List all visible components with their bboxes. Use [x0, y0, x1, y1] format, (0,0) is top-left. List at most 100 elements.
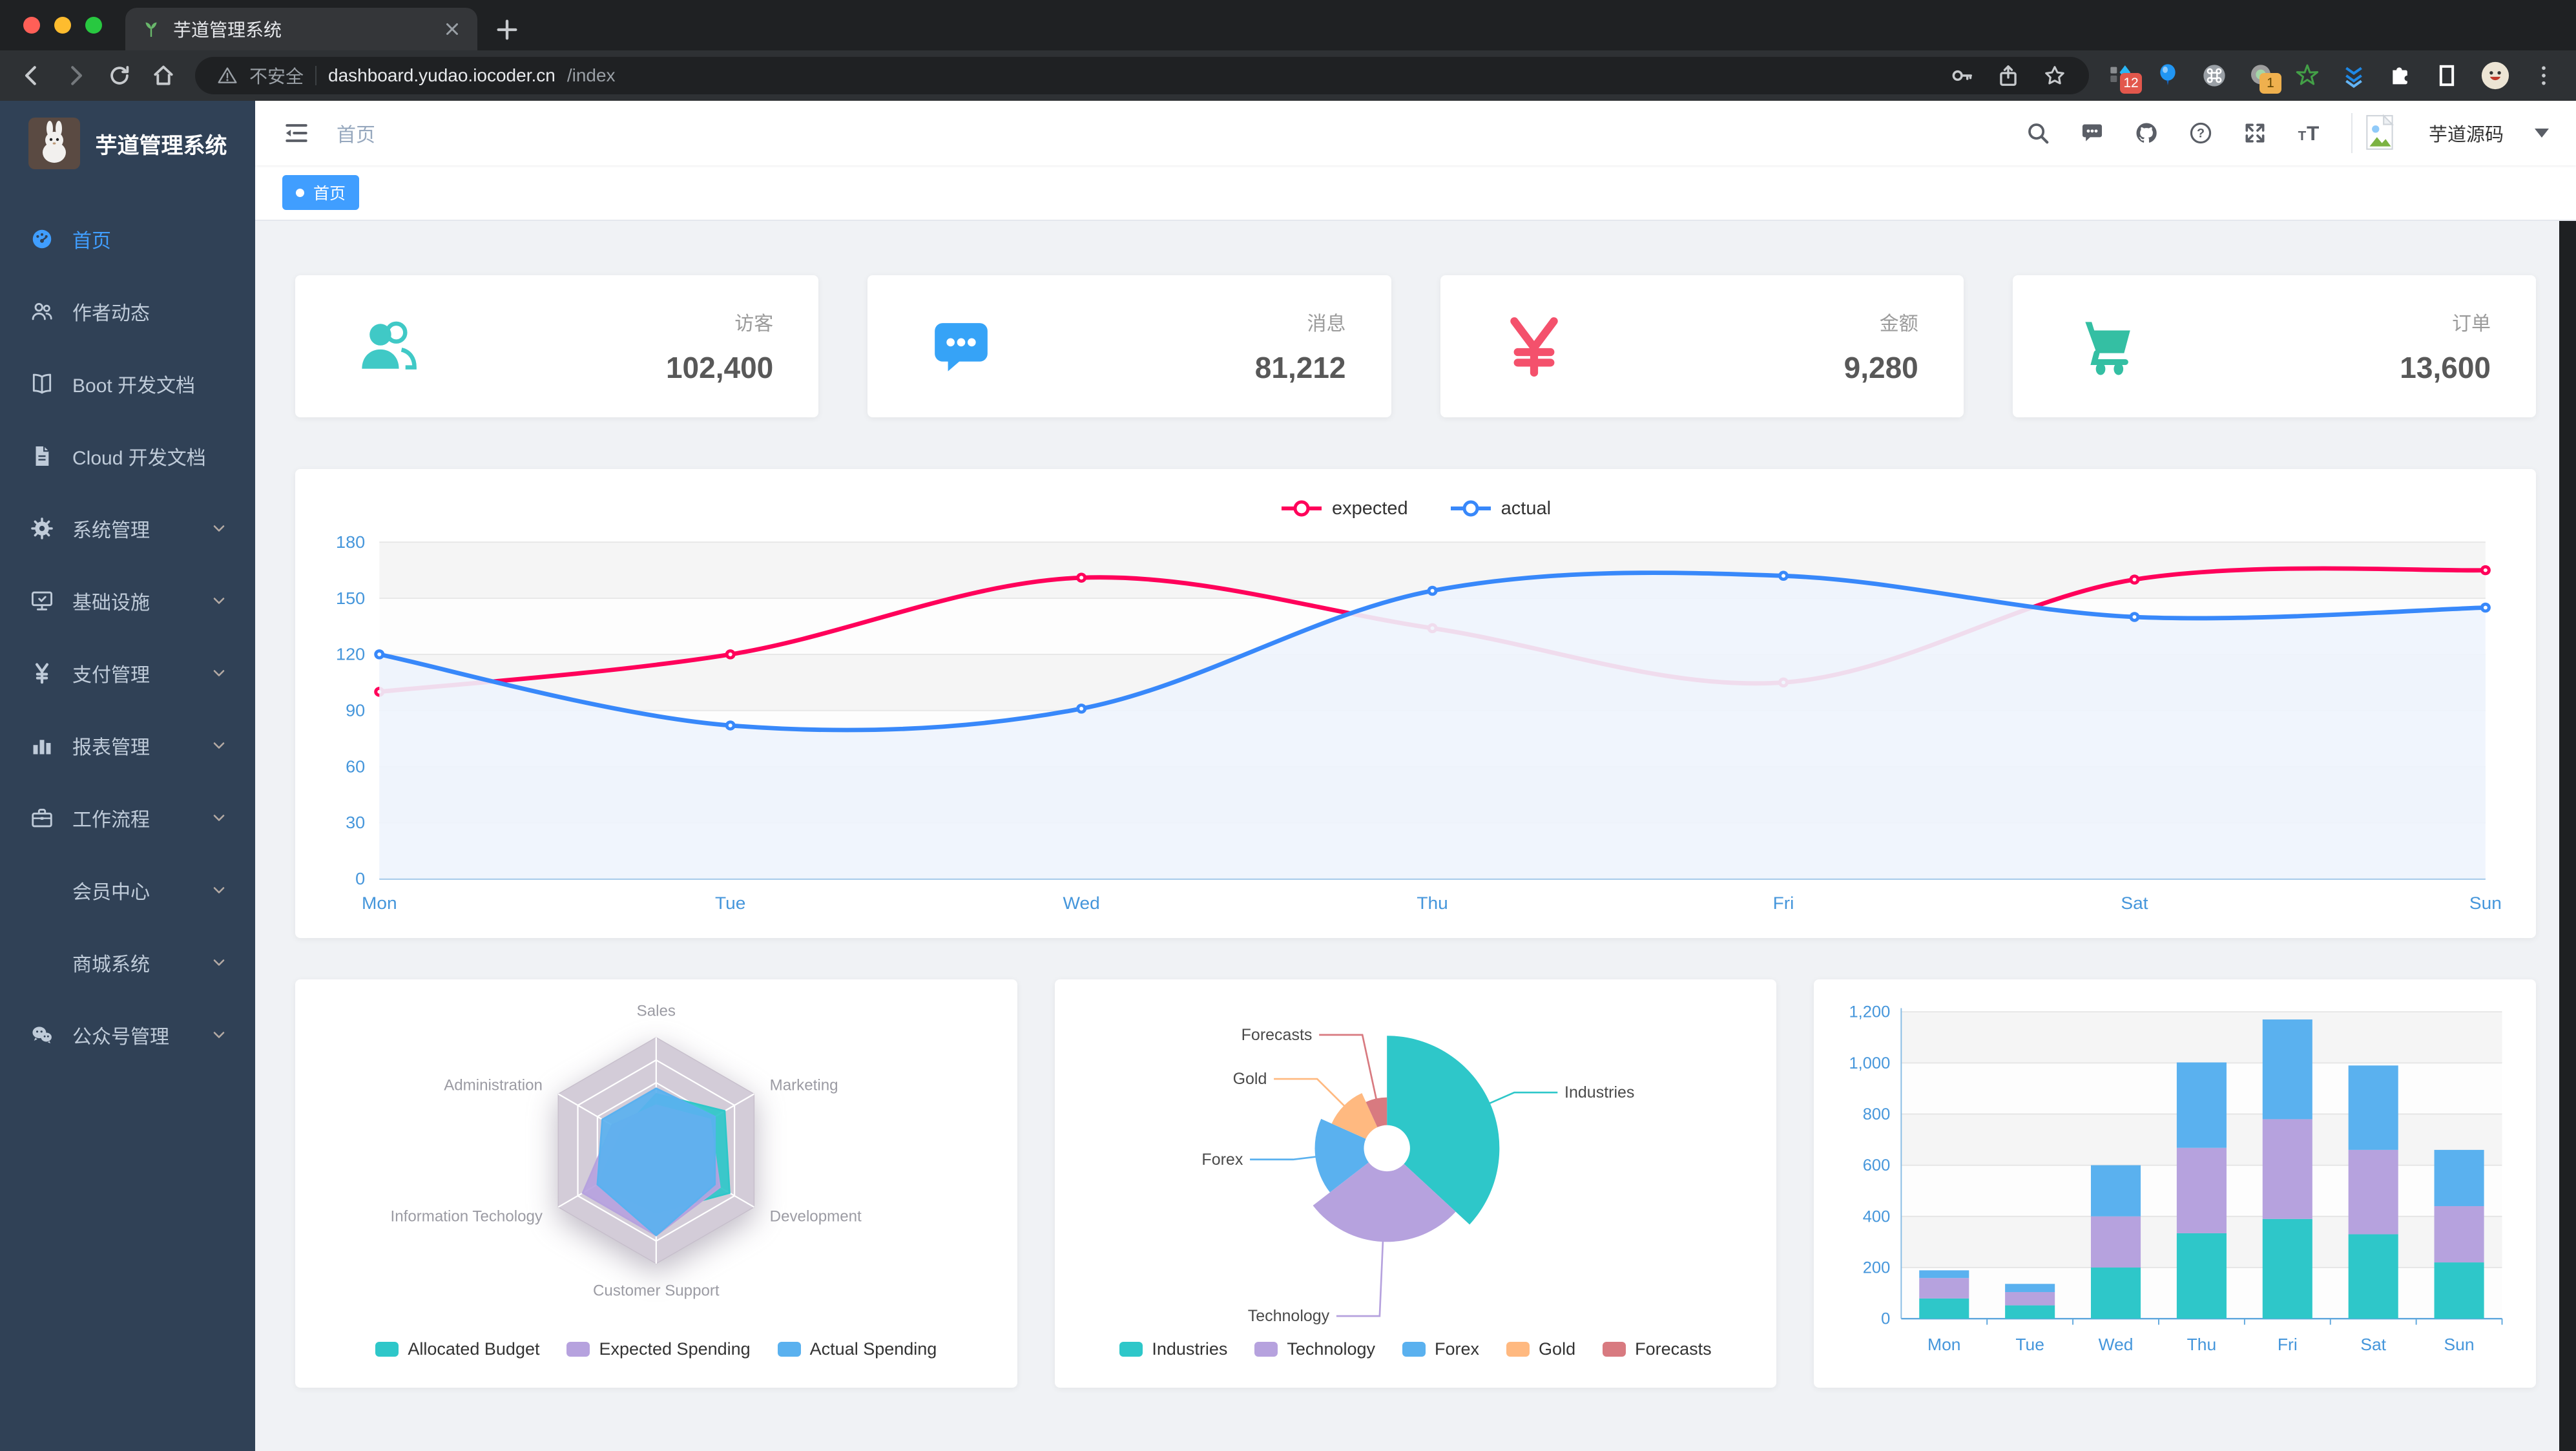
- legend-item-Technology[interactable]: Technology: [1254, 1339, 1375, 1359]
- svg-text:Sun: Sun: [2469, 893, 2502, 912]
- legend-item-Industries[interactable]: Industries: [1119, 1339, 1227, 1359]
- sidebar-item-infra[interactable]: 基础设施: [0, 565, 255, 637]
- user-avatar[interactable]: [2351, 113, 2399, 153]
- svg-text:180: 180: [336, 532, 365, 551]
- stat-card-orders[interactable]: 订单 13,600: [2012, 275, 2536, 417]
- legend-item-actual[interactable]: actual: [1449, 498, 1551, 519]
- password-key-icon[interactable]: [1949, 63, 1974, 88]
- user-name[interactable]: 芋道源码: [2428, 125, 2504, 145]
- extension-balloon-icon[interactable]: [2155, 63, 2181, 89]
- sidebar-item-boot-docs[interactable]: Boot 开发文档: [0, 348, 255, 420]
- address-bar[interactable]: 不安全 dashboard.yudao.iocoder.cn/index: [195, 57, 2089, 94]
- bottom-charts-row: Sales Administration Information Techology…: [295, 979, 2536, 1388]
- github-icon[interactable]: [2134, 121, 2159, 145]
- help-icon[interactable]: ?: [2188, 121, 2213, 145]
- svg-text:Fri: Fri: [1773, 893, 1794, 912]
- sidebar-item-mall[interactable]: 商城系统: [0, 926, 255, 999]
- legend-item-Actual Spending[interactable]: Actual Spending: [777, 1339, 937, 1359]
- tag-home[interactable]: 首页: [282, 175, 360, 210]
- sidebar-item-payment[interactable]: 支付管理: [0, 637, 255, 709]
- shopping-icon: [2085, 322, 2130, 375]
- pie-chart[interactable]: Industries Technology Forex Gold Forecasts: [1068, 994, 1764, 1328]
- svg-text:600: 600: [1863, 1156, 1891, 1174]
- legend-item-Allocated Budget[interactable]: Allocated Budget: [375, 1339, 539, 1359]
- legend-item-expected[interactable]: expected: [1280, 498, 1408, 519]
- font-size-icon[interactable]: T T: [2297, 121, 2322, 145]
- dashboard-icon: [32, 229, 52, 249]
- legend-label: Gold: [1539, 1339, 1576, 1359]
- url-path[interactable]: /index: [566, 65, 616, 85]
- chevron-down-icon: [213, 887, 225, 893]
- window-minimize-button[interactable]: [54, 17, 71, 34]
- bar-chart[interactable]: 0 200 400 600 800 1,000 1,200 Mon Tue Wed Thu Fri Sa…: [1827, 994, 2523, 1370]
- extension-star-icon[interactable]: [2294, 63, 2320, 89]
- stat-card-messages[interactable]: 消息 81,212: [867, 275, 1391, 417]
- svg-text:Tue: Tue: [715, 893, 745, 912]
- forward-button[interactable]: [63, 63, 88, 88]
- legend-item-Forecasts[interactable]: Forecasts: [1603, 1339, 1712, 1359]
- browser-profile-avatar[interactable]: [2480, 61, 2510, 90]
- line-chart[interactable]: 0 30 60 90 120 150 180 Mon Tue Wed Thu Fri Sat Sun: [315, 526, 2517, 926]
- tab-title: 芋道管理系统: [173, 20, 282, 40]
- sidebar-item-home[interactable]: 首页: [0, 203, 255, 275]
- share-icon[interactable]: [1996, 63, 2020, 88]
- sidebar-collapse-icon[interactable]: [282, 119, 311, 147]
- sidebar-item-author[interactable]: 作者动态: [0, 275, 255, 348]
- legend-swatch: [1119, 1341, 1143, 1357]
- svg-text:T: T: [2307, 121, 2319, 145]
- line-chart-axis-labels: 0 30 60 90 120 150 180 Mon Tue Wed Thu Fri Sat Sun: [336, 532, 2502, 912]
- stat-value: 81,212: [1254, 351, 1346, 384]
- legend-marker-icon: [1281, 500, 1322, 517]
- extension-recorder-icon[interactable]: 1: [2248, 63, 2281, 94]
- fullscreen-icon[interactable]: [2243, 121, 2267, 145]
- home-button[interactable]: [151, 63, 176, 88]
- not-secure-warning-icon[interactable]: [217, 65, 238, 86]
- url-host[interactable]: dashboard.yudao.iocoder.cn: [328, 65, 556, 85]
- stat-card-amount[interactable]: 金额 9,280: [1440, 275, 1964, 417]
- reload-button[interactable]: [107, 63, 132, 88]
- window-zoom-button[interactable]: [85, 17, 102, 34]
- sidebar-item-workflow[interactable]: 工作流程: [0, 782, 255, 854]
- sidebar-item-wechat-mp[interactable]: 公众号管理: [0, 999, 255, 1071]
- message-icon[interactable]: [2080, 121, 2104, 145]
- svg-text:200: 200: [1863, 1259, 1891, 1277]
- legend-item-Forex[interactable]: Forex: [1402, 1339, 1479, 1359]
- user-menu-caret-icon[interactable]: [2535, 129, 2549, 138]
- tag-active-dot: [296, 188, 304, 197]
- pie-slice-Technology: Technology: [1247, 1148, 1456, 1325]
- window-close-button[interactable]: [23, 17, 40, 34]
- svg-text:Development: Development: [770, 1207, 862, 1225]
- svg-text:Sat: Sat: [2361, 1335, 2387, 1354]
- legend-item-Expected Spending[interactable]: Expected Spending: [566, 1339, 751, 1359]
- peoples-icon: [362, 321, 417, 370]
- stat-card-visitors[interactable]: 访客 102,400: [295, 275, 819, 417]
- tab-close-icon[interactable]: [442, 19, 462, 39]
- back-button[interactable]: [19, 63, 44, 88]
- sidebar-toggle-icon[interactable]: [2434, 63, 2460, 89]
- extensions-puzzle-icon[interactable]: [2387, 63, 2413, 89]
- breadcrumb[interactable]: 首页: [337, 125, 375, 146]
- sidebar-logo[interactable]: 芋道管理系统: [0, 101, 255, 186]
- sidebar-item-member[interactable]: 会员中心: [0, 854, 255, 926]
- legend-item-Gold[interactable]: Gold: [1506, 1339, 1575, 1359]
- sidebar-item-system[interactable]: 系统管理: [0, 492, 255, 565]
- page-scrollbar[interactable]: [2559, 101, 2576, 1451]
- security-label[interactable]: 不安全: [249, 67, 304, 87]
- sidebar-item-report[interactable]: 报表管理: [0, 709, 255, 782]
- browser-tab[interactable]: 芋道管理系统: [125, 8, 477, 50]
- extension-command-icon[interactable]: [2201, 63, 2227, 89]
- svg-text:Wed: Wed: [2099, 1335, 2134, 1354]
- bookmark-star-icon[interactable]: [2042, 63, 2067, 88]
- radar-chart[interactable]: Sales Administration Information Techology…: [308, 994, 1004, 1328]
- sidebar-item-cloud-docs[interactable]: Cloud 开发文档: [0, 420, 255, 492]
- extension-badge: 12: [2120, 73, 2142, 94]
- search-icon[interactable]: [2026, 121, 2050, 145]
- stat-value: 102,400: [665, 351, 774, 384]
- extension-chevrons-icon[interactable]: [2341, 63, 2367, 89]
- window-controls: [0, 0, 125, 50]
- extension-adblock-icon[interactable]: 12: [2108, 63, 2142, 94]
- svg-text:Sales: Sales: [637, 1003, 676, 1020]
- browser-menu-icon[interactable]: [2531, 63, 2557, 89]
- new-tab-button[interactable]: [494, 17, 520, 43]
- legend-label: Expected Spending: [599, 1339, 751, 1359]
